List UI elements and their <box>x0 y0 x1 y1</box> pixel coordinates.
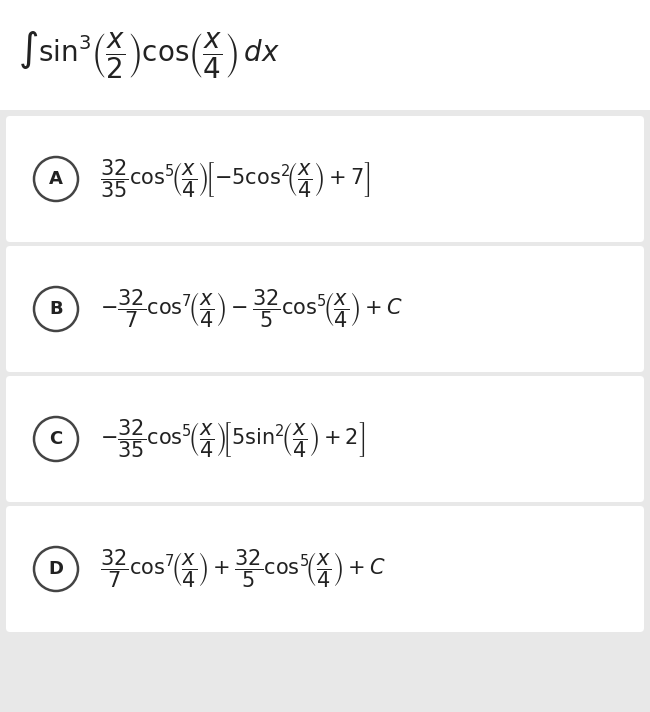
Text: $-\dfrac{32}{35}\mathrm{cos}^5\!\left(\dfrac{x}{4}\right)\!\left[5\mathrm{sin}^2: $-\dfrac{32}{35}\mathrm{cos}^5\!\left(\d… <box>100 418 365 460</box>
Circle shape <box>34 157 78 201</box>
Text: B: B <box>49 300 63 318</box>
FancyBboxPatch shape <box>0 0 650 110</box>
FancyBboxPatch shape <box>6 376 644 502</box>
Text: $-\dfrac{32}{7}\mathrm{cos}^7\!\left(\dfrac{x}{4}\right) - \dfrac{32}{5}\mathrm{: $-\dfrac{32}{7}\mathrm{cos}^7\!\left(\df… <box>100 288 403 330</box>
Text: D: D <box>49 560 64 578</box>
Circle shape <box>34 417 78 461</box>
Circle shape <box>34 547 78 591</box>
Circle shape <box>34 287 78 331</box>
Text: $\dfrac{32}{35}\mathrm{cos}^5\!\left(\dfrac{x}{4}\right)\!\left[-5\mathrm{cos}^2: $\dfrac{32}{35}\mathrm{cos}^5\!\left(\df… <box>100 158 370 200</box>
FancyBboxPatch shape <box>6 246 644 372</box>
Text: $\dfrac{32}{7}\mathrm{cos}^7\!\left(\dfrac{x}{4}\right) + \dfrac{32}{5}\mathrm{c: $\dfrac{32}{7}\mathrm{cos}^7\!\left(\dfr… <box>100 548 385 590</box>
Text: C: C <box>49 430 62 448</box>
FancyBboxPatch shape <box>6 116 644 242</box>
Text: $\int \sin^3\!\left(\dfrac{x}{2}\right)\cos\!\left(\dfrac{x}{4}\right)\, dx$: $\int \sin^3\!\left(\dfrac{x}{2}\right)\… <box>18 29 279 80</box>
Text: A: A <box>49 170 63 188</box>
FancyBboxPatch shape <box>6 506 644 632</box>
